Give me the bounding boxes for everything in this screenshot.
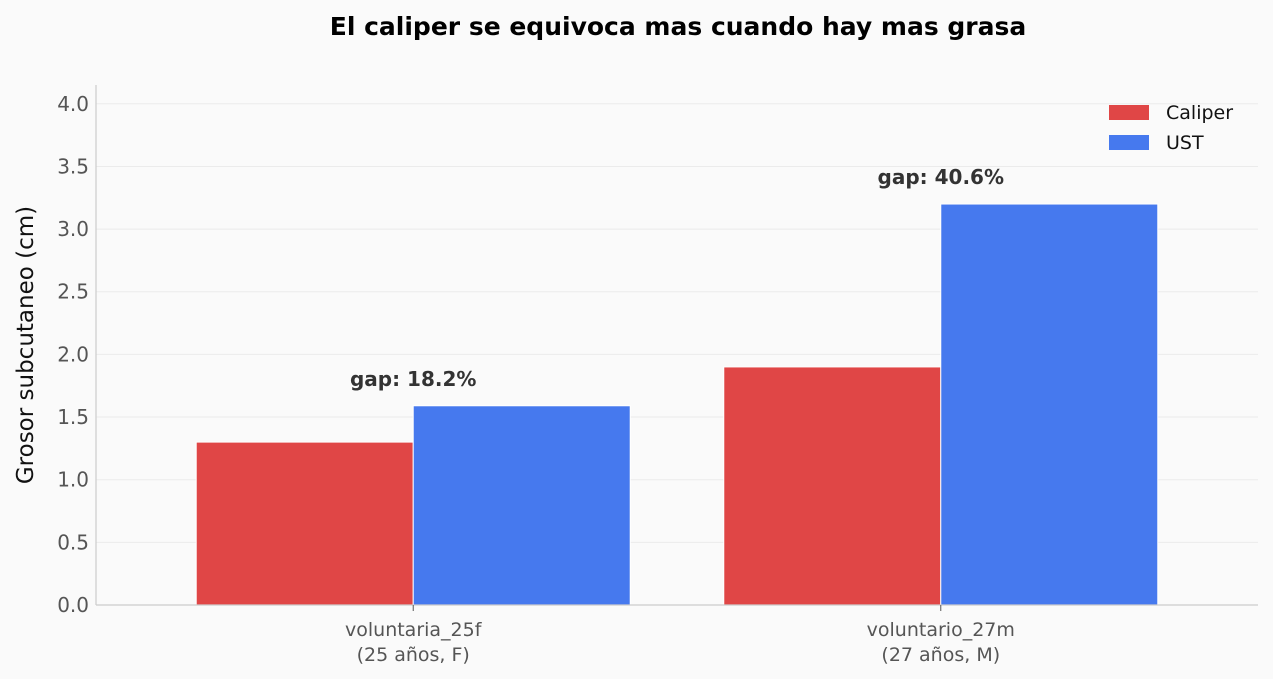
bar-ust-0 bbox=[412, 405, 631, 606]
bar-caliper-0 bbox=[195, 441, 414, 606]
legend: Caliper UST bbox=[1109, 102, 1233, 154]
y-tick-label: 1.0 bbox=[57, 468, 89, 492]
x-tick-labels: voluntaria_25f (25 años, F) voluntario_27m… bbox=[345, 605, 1015, 666]
gap-annotation: gap: 18.2% bbox=[350, 367, 476, 391]
bars bbox=[195, 203, 1159, 606]
legend-label-caliper: Caliper bbox=[1166, 102, 1233, 124]
y-tick-labels: 0.0 0.5 1.0 1.5 2.0 2.5 3.0 3.5 4.0 bbox=[57, 92, 89, 617]
y-tick-label: 2.0 bbox=[57, 342, 89, 366]
legend-swatch-ust bbox=[1109, 135, 1149, 150]
axes bbox=[95, 85, 1258, 606]
y-axis-label: Grosor subcutaneo (cm) bbox=[13, 206, 39, 484]
legend-swatch-caliper bbox=[1109, 105, 1149, 120]
y-tick-label: 4.0 bbox=[57, 92, 89, 116]
chart-title: El caliper se equivoca mas cuando hay ma… bbox=[330, 12, 1027, 41]
bar-ust-1 bbox=[940, 203, 1159, 606]
y-tick-label: 3.5 bbox=[57, 154, 89, 178]
y-tick-label: 0.5 bbox=[57, 530, 89, 554]
x-tick-sublabel: (25 años, F) bbox=[357, 644, 470, 666]
y-tick-label: 3.0 bbox=[57, 217, 89, 241]
gap-annotation: gap: 40.6% bbox=[878, 165, 1004, 189]
y-tick-label: 0.0 bbox=[57, 593, 89, 617]
x-tick-label: voluntaria_25f bbox=[345, 619, 483, 641]
legend-label-ust: UST bbox=[1166, 132, 1204, 154]
x-tick-sublabel: (27 años, M) bbox=[881, 644, 1000, 666]
annotations: gap: 18.2% gap: 40.6% bbox=[350, 165, 1004, 391]
y-tick-label: 1.5 bbox=[57, 405, 89, 429]
x-tick-label: voluntario_27m bbox=[867, 619, 1015, 641]
bar-caliper-1 bbox=[723, 366, 942, 606]
y-tick-label: 2.5 bbox=[57, 280, 89, 304]
